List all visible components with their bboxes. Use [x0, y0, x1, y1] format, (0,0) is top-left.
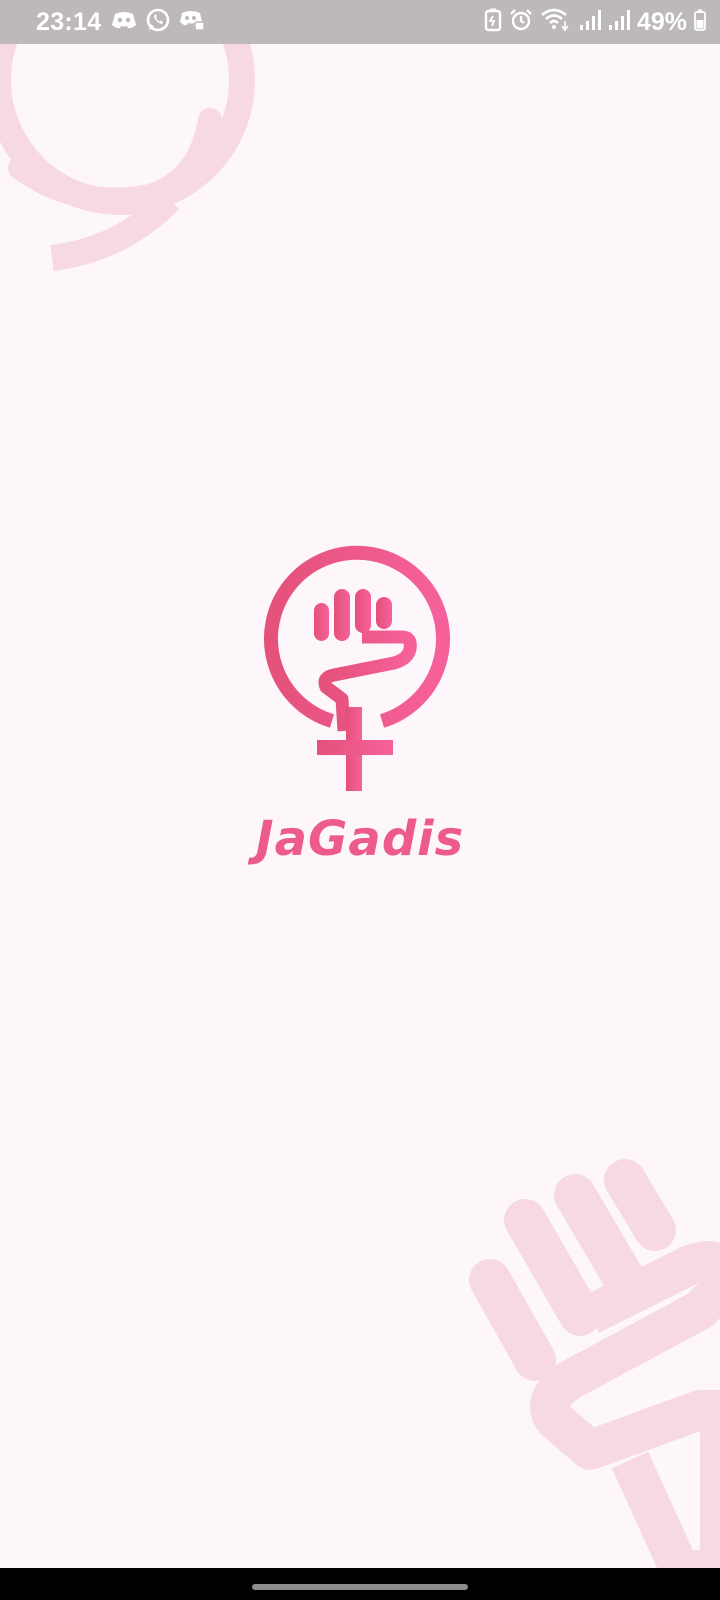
notification-icons	[111, 7, 206, 38]
app-logo: JaGadis	[252, 545, 468, 863]
discord-icon	[179, 9, 206, 36]
battery-icon	[694, 9, 706, 36]
wifi-icon	[540, 7, 572, 38]
status-time: 23:14	[36, 7, 102, 36]
signal-icon	[608, 9, 630, 36]
app-name: JaGadis	[255, 811, 465, 867]
battery-percent: 49%	[636, 7, 687, 36]
alarm-icon	[509, 8, 533, 37]
background-decoration-fist	[469, 1159, 720, 1570]
whatsapp-icon	[145, 7, 171, 38]
background-decoration-ring	[0, 0, 255, 271]
discord-icon	[111, 10, 137, 35]
signal-icon	[579, 9, 601, 36]
home-gesture-handle[interactable]	[252, 1584, 468, 1590]
system-icons: 49%	[484, 7, 706, 38]
female-fist-icon	[264, 545, 450, 791]
battery-saver-icon	[484, 8, 502, 37]
status-bar: 23:14	[0, 0, 720, 44]
